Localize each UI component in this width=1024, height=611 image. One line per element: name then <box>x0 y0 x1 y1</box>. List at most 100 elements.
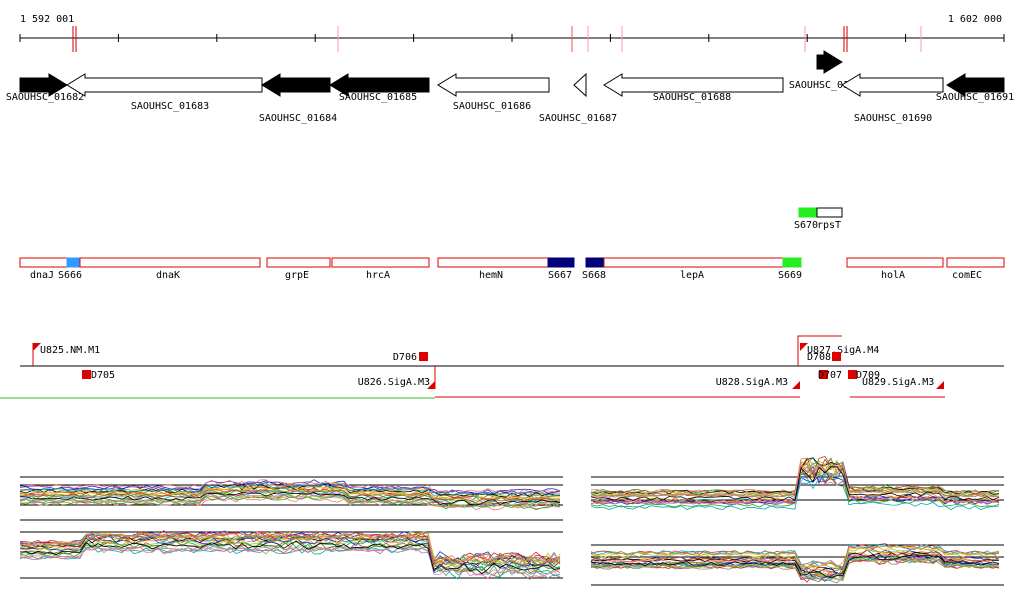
region-box <box>819 370 828 379</box>
annotation-box <box>846 257 944 268</box>
region-box <box>848 370 857 379</box>
annotation-label: dnaJ <box>30 270 54 281</box>
region-bracket <box>797 335 842 366</box>
region-label: D706 <box>393 352 417 363</box>
region-label: U827.SigA.M4 <box>807 345 879 356</box>
gene-label: SAOUHSC_01690 <box>854 113 932 124</box>
region-label: D707 <box>818 370 842 381</box>
expression-trace <box>19 493 561 508</box>
gene-label: SAOUHSC_01691 <box>936 92 1014 103</box>
expression-trace <box>590 469 1000 505</box>
gene-label: SAOUHSC_01687 <box>539 113 617 124</box>
annotation-label: hemN <box>479 270 503 281</box>
annotation-box <box>816 207 843 218</box>
annotation-box <box>585 257 605 268</box>
gene-label: SAOUHSC_01684 <box>259 113 337 124</box>
region-label: D705 <box>91 370 115 381</box>
expression-trace <box>19 530 561 564</box>
region-label: U825.NM.M1 <box>40 345 100 356</box>
expression-trace <box>19 545 561 578</box>
region-label: D708 <box>807 352 831 363</box>
expression-trace <box>590 553 1000 575</box>
expression-trace <box>19 479 561 495</box>
gene-label: SAOUHSC_01683 <box>131 101 209 112</box>
annotation-label: comEC <box>952 270 982 281</box>
gene-label: SAOUHSC_01689 <box>789 80 867 91</box>
expression-trace <box>590 557 1000 583</box>
annotation-label: S666 <box>58 270 82 281</box>
expression-trace <box>19 546 561 580</box>
gene-arrow <box>19 73 68 97</box>
annotation-box <box>19 257 68 268</box>
expression-trace <box>590 549 1000 573</box>
region-flag <box>792 381 800 389</box>
annotation-label: hrcA <box>366 270 390 281</box>
annotation-label: S668 <box>582 270 606 281</box>
annotation-box <box>603 257 784 268</box>
region-label: U826.SigA.M3 <box>358 377 430 388</box>
expression-trace <box>19 530 561 566</box>
gene-arrow <box>437 73 550 97</box>
gene-arrow <box>573 72 587 98</box>
expression-trace <box>19 481 561 496</box>
annotation-box <box>266 257 331 268</box>
annotation-label: dnaK <box>156 270 180 281</box>
annotation-box <box>946 257 1005 268</box>
expression-trace <box>590 461 1000 499</box>
annotation-box <box>547 257 575 268</box>
expression-trace <box>19 543 561 577</box>
region-label: U828.SigA.M3 <box>716 377 788 388</box>
gene-label: SAOUHSC_01686 <box>453 101 531 112</box>
expression-trace <box>19 493 561 508</box>
expression-trace <box>19 482 560 498</box>
annotation-label: holA <box>881 270 905 281</box>
region-box <box>832 352 841 361</box>
expression-trace <box>590 546 1000 573</box>
expression-trace <box>590 465 1000 504</box>
region-flag <box>800 343 808 351</box>
annotation-label: rpsT <box>817 220 841 231</box>
expression-trace <box>19 535 561 568</box>
annotation-box <box>331 257 430 268</box>
region-label: D709 <box>856 370 880 381</box>
expression-trace <box>20 491 561 506</box>
expression-trace <box>590 461 1000 496</box>
region-box <box>82 370 91 379</box>
region-box <box>419 352 428 361</box>
annotation-box <box>782 257 802 268</box>
gene-arrow <box>946 73 1005 97</box>
expression-trace <box>19 487 561 503</box>
expression-trace <box>590 554 1000 579</box>
region-label: U829.SigA.M3 <box>862 377 934 388</box>
expression-trace <box>590 544 1000 568</box>
expression-trace <box>590 461 1000 498</box>
annotation-box <box>66 257 81 268</box>
region-flag <box>33 343 41 351</box>
annotation-label: grpE <box>285 270 309 281</box>
annotation-label: S670 <box>794 220 818 231</box>
annotation-label: S667 <box>548 270 572 281</box>
gene-label: SAOUHSC_01682 <box>6 92 84 103</box>
ruler-end: 1 602 000 <box>948 14 1002 25</box>
annotation-box <box>798 207 818 218</box>
gene-label: SAOUHSC_01685 <box>339 92 417 103</box>
expression-trace <box>19 540 561 575</box>
expression-trace <box>590 556 1000 582</box>
ruler-start: 1 592 001 <box>20 14 74 25</box>
expression-trace <box>19 488 561 504</box>
gene-arrow <box>66 73 263 97</box>
region-flag <box>936 381 944 389</box>
gene-arrow <box>329 73 430 97</box>
expression-trace <box>19 534 561 566</box>
gene-arrow <box>603 73 784 97</box>
annotation-box <box>437 257 549 268</box>
expression-trace <box>19 532 561 564</box>
gene-arrow <box>261 73 331 97</box>
expression-trace <box>19 534 561 568</box>
annotation-box <box>79 257 261 268</box>
expression-trace <box>590 466 1000 501</box>
annotation-label: lepA <box>680 270 704 281</box>
gene-arrow <box>841 73 944 97</box>
gene-arrow <box>816 50 843 74</box>
region-flag <box>427 381 435 389</box>
